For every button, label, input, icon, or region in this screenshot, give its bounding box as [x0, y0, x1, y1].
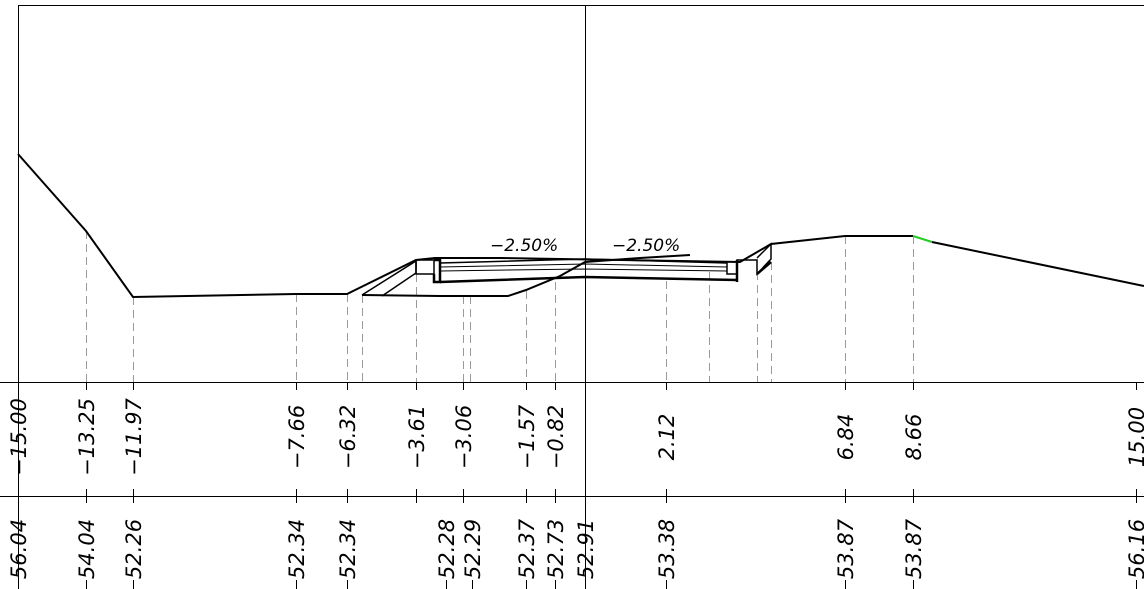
elevation-label: 56.16 — [1125, 519, 1144, 579]
elevation-label: 56.04 — [7, 519, 31, 579]
offset-label: −11.97 — [122, 398, 146, 476]
elevation-label: 53.38 — [655, 519, 679, 579]
existing-ground-line — [17, 153, 913, 299]
offset-label: −6.32 — [336, 405, 360, 469]
offset-label-row: −15.00 −13.25 −11.97 −7.66 −6.32 −3.61 −3.06 −1… — [7, 398, 1144, 476]
offset-label: 8.66 — [902, 414, 926, 461]
pavement-layer-3 — [439, 268, 728, 272]
offset-label: −15.00 — [7, 398, 31, 476]
offset-label: −13.25 — [75, 398, 99, 476]
left-curb-inner — [432, 258, 442, 284]
projection-lines — [86, 231, 914, 382]
elevation-label: 53.87 — [902, 518, 926, 579]
offset-label: −3.06 — [452, 405, 476, 469]
offset-label: −7.66 — [285, 405, 309, 469]
elevation-label: 52.73 — [544, 519, 568, 579]
elevation-label: 52.28 — [435, 519, 459, 579]
right-curb-inner — [726, 242, 772, 276]
elevation-label-row: 56.04 54.04 52.26 52.34 52.34 52.28 52.29 52.37… — [7, 518, 1144, 579]
drawing-frame — [18, 5, 1144, 589]
elevation-label: 53.87 — [834, 518, 858, 579]
subgrade-line — [361, 254, 691, 297]
elevation-label: 52.26 — [122, 519, 146, 579]
pavement-top — [439, 258, 728, 264]
elevation-label: 52.91 — [574, 519, 598, 579]
tick-marks — [18, 382, 1137, 589]
elevation-label: 52.37 — [515, 518, 539, 579]
offset-label: 2.12 — [655, 414, 679, 461]
offset-label: 15.00 — [1125, 407, 1144, 467]
offset-label: −1.57 — [515, 404, 539, 469]
ground-line-right — [931, 241, 1144, 287]
elevation-label: 54.04 — [75, 519, 99, 579]
left-embankment — [361, 259, 417, 297]
pavement-layer-2 — [439, 263, 728, 268]
highlighted-segment — [912, 235, 933, 243]
right-edge — [756, 261, 772, 275]
slope-label-left: −2.50% — [490, 236, 558, 256]
elevation-label: 52.34 — [285, 519, 309, 579]
offset-label: 6.84 — [834, 414, 858, 461]
slope-label-right: −2.50% — [612, 236, 680, 256]
offset-label: −0.82 — [544, 405, 568, 469]
offset-label: −3.61 — [405, 405, 429, 469]
elevation-label: 52.34 — [336, 519, 360, 579]
elevation-label: 52.29 — [461, 519, 485, 579]
pavement-bottom — [439, 275, 738, 284]
left-curb — [415, 259, 435, 275]
